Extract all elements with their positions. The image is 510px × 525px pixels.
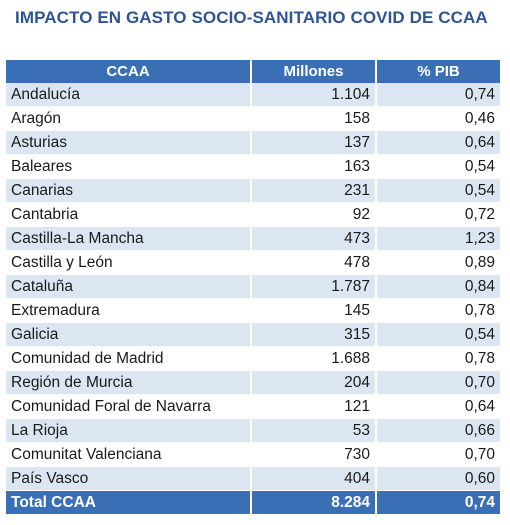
total-label: Total CCAA <box>6 490 252 515</box>
table-row: Cantabria 92 0,72 <box>6 202 500 227</box>
cell-pib: 0,64 <box>376 394 500 419</box>
column-header-millones: Millones <box>251 60 377 83</box>
table-row: País Vasco 404 0,60 <box>6 466 500 491</box>
cell-ccaa: País Vasco <box>6 466 252 491</box>
cell-pib: 0,54 <box>376 178 500 203</box>
table-title: IMPACTO EN GASTO SOCIO-SANITARIO COVID D… <box>15 8 488 27</box>
cell-ccaa: Comunitat Valenciana <box>6 442 252 467</box>
cell-pib: 0,89 <box>376 250 500 275</box>
table-footer: Total CCAA 8.284 0,74 <box>6 490 500 515</box>
cell-millones: 404 <box>251 466 377 491</box>
cell-ccaa: Castilla y León <box>6 250 252 275</box>
table-row: Canarias 231 0,54 <box>6 178 500 203</box>
cell-millones: 473 <box>251 226 377 251</box>
cell-millones: 1.787 <box>251 274 377 299</box>
cell-millones: 231 <box>251 178 377 203</box>
cell-millones: 478 <box>251 250 377 275</box>
cell-millones: 158 <box>251 106 377 131</box>
table-row: Comunidad de Madrid 1.688 0,78 <box>6 346 500 371</box>
cell-millones: 145 <box>251 298 377 323</box>
cell-ccaa: Canarias <box>6 178 252 203</box>
table-row: Comunidad Foral de Navarra 121 0,64 <box>6 394 500 419</box>
table-row: La Rioja 53 0,66 <box>6 418 500 443</box>
column-header-ccaa: CCAA <box>6 60 252 83</box>
cell-ccaa: La Rioja <box>6 418 252 443</box>
cell-pib: 0,54 <box>376 154 500 179</box>
column-header-pib: % PIB <box>376 60 500 83</box>
cell-ccaa: Cataluña <box>6 274 252 299</box>
table-row: Galicia 315 0,54 <box>6 322 500 347</box>
table-row: Castilla y León 478 0,89 <box>6 250 500 275</box>
cell-ccaa: Galicia <box>6 322 252 347</box>
table-body: Andalucía 1.104 0,74 Aragón 158 0,46 Asturias 1… <box>6 83 500 491</box>
cell-millones: 1.104 <box>251 83 377 107</box>
cell-millones: 1.688 <box>251 346 377 371</box>
cell-ccaa: Castilla-La Mancha <box>6 226 252 251</box>
table-row: Baleares 163 0,54 <box>6 154 500 179</box>
cell-millones: 53 <box>251 418 377 443</box>
table-row: Región de Murcia 204 0,70 <box>6 370 500 395</box>
cell-ccaa: Comunidad de Madrid <box>6 346 252 371</box>
total-row: Total CCAA 8.284 0,74 <box>6 490 500 515</box>
cell-pib: 0,78 <box>376 298 500 323</box>
cell-millones: 315 <box>251 322 377 347</box>
table-row: Asturias 137 0,64 <box>6 130 500 155</box>
cell-millones: 137 <box>251 130 377 155</box>
cell-pib: 0,78 <box>376 346 500 371</box>
cell-millones: 204 <box>251 370 377 395</box>
ccaa-covid-spending-table: CCAA Millones % PIB Andalucía 1.104 0,74 Ar… <box>6 60 500 515</box>
cell-pib: 0,66 <box>376 418 500 443</box>
cell-pib: 0,60 <box>376 466 500 491</box>
cell-ccaa: Andalucía <box>6 83 252 107</box>
cell-pib: 0,84 <box>376 274 500 299</box>
cell-pib: 0,46 <box>376 106 500 131</box>
cell-ccaa: Región de Murcia <box>6 370 252 395</box>
cell-pib: 0,72 <box>376 202 500 227</box>
cell-pib: 0,54 <box>376 322 500 347</box>
total-pib: 0,74 <box>376 490 500 515</box>
table-header: CCAA Millones % PIB <box>6 60 500 83</box>
cell-ccaa: Cantabria <box>6 202 252 227</box>
table-row: Castilla-La Mancha 473 1,23 <box>6 226 500 251</box>
table-row: Comunitat Valenciana 730 0,70 <box>6 442 500 467</box>
cell-ccaa: Comunidad Foral de Navarra <box>6 394 252 419</box>
cell-ccaa: Aragón <box>6 106 252 131</box>
cell-ccaa: Baleares <box>6 154 252 179</box>
header-row: CCAA Millones % PIB <box>6 60 500 83</box>
cell-ccaa: Asturias <box>6 130 252 155</box>
cell-pib: 0,70 <box>376 442 500 467</box>
cell-pib: 0,64 <box>376 130 500 155</box>
cell-millones: 730 <box>251 442 377 467</box>
cell-pib: 0,70 <box>376 370 500 395</box>
cell-millones: 163 <box>251 154 377 179</box>
cell-ccaa: Extremadura <box>6 298 252 323</box>
total-millones: 8.284 <box>251 490 377 515</box>
cell-pib: 1,23 <box>376 226 500 251</box>
cell-millones: 92 <box>251 202 377 227</box>
cell-pib: 0,74 <box>376 83 500 107</box>
table-row: Aragón 158 0,46 <box>6 106 500 131</box>
table-row: Andalucía 1.104 0,74 <box>6 83 500 107</box>
cell-millones: 121 <box>251 394 377 419</box>
table-row: Cataluña 1.787 0,84 <box>6 274 500 299</box>
table-row: Extremadura 145 0,78 <box>6 298 500 323</box>
